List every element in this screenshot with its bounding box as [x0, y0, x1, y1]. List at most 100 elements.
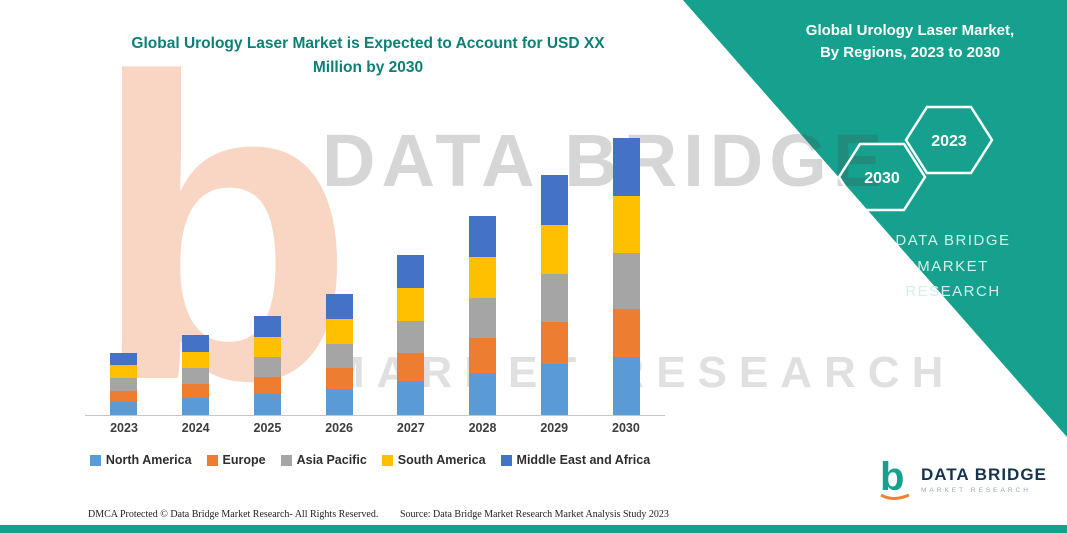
bar-segment [397, 288, 425, 321]
bar-segment [397, 381, 425, 415]
bar-segment [541, 364, 569, 415]
bar-segment [253, 394, 281, 415]
bar-segment [325, 294, 353, 319]
bar-segment [181, 398, 209, 415]
bar-segment [110, 365, 137, 378]
legend-swatch [280, 454, 292, 466]
x-axis-label: 2028 [468, 421, 497, 435]
bar-segment [325, 344, 353, 368]
bar-segment [253, 377, 281, 394]
x-axis-label: 2030 [612, 421, 640, 435]
hexagon-year-left: 2030 [864, 170, 900, 187]
bar-segment [612, 309, 640, 357]
chart-legend: North America Europe Asia Pacific South Ame… [60, 453, 680, 467]
bar-segment [110, 391, 137, 402]
hexagon-year-right: 2023 [931, 133, 967, 150]
legend-swatch [381, 454, 393, 466]
bar-segment [110, 353, 137, 365]
bar-segment [612, 196, 640, 253]
brand-line2: RESEARCH [905, 283, 1001, 300]
hexagon-badge-2030: 2030 [836, 141, 928, 213]
legend-item: Europe [206, 453, 266, 467]
x-axis-label: 2027 [396, 421, 425, 435]
legend-item: South America [381, 453, 486, 467]
stacked-bar-2030 [612, 138, 640, 415]
stacked-bar-2026 [325, 294, 353, 415]
bars-row [85, 95, 665, 416]
bottom-accent-bar [0, 525, 1067, 533]
bar-segment [110, 402, 137, 415]
hexagon-outline-icon: 2030 [837, 142, 927, 212]
bar-segment [469, 298, 497, 338]
x-axis-label: 2024 [181, 421, 210, 435]
stacked-bar-2025 [253, 316, 281, 415]
bar-segment [397, 321, 425, 353]
bar-segment [612, 253, 640, 309]
bar-segment [469, 338, 497, 373]
bar-segment [253, 357, 281, 377]
legend-item: Middle East and Africa [500, 453, 651, 467]
stacked-bar-2023 [110, 353, 137, 415]
legend-label: Asia Pacific [296, 453, 367, 467]
bar-segment [612, 357, 640, 415]
source-text: Source: Data Bridge Market Research Mark… [400, 509, 669, 520]
bar-segment [181, 335, 209, 352]
bar-segment [181, 384, 209, 398]
bar-segment [110, 378, 137, 391]
stacked-bar-2029 [541, 175, 569, 415]
brand-line1: DATA BRIDGE MARKET [895, 232, 1011, 275]
hexagon-badge-2023: 2023 [903, 104, 995, 176]
bar-segment [253, 316, 281, 337]
x-axis-labels: 2023 2024 2025 2026 2027 2028 2029 2030 [85, 421, 665, 435]
bar-segment [541, 225, 569, 274]
bar-segment [469, 257, 497, 298]
legend-swatch [89, 454, 101, 466]
bar-segment [469, 373, 497, 415]
dbmr-logo-icon: b [880, 456, 910, 500]
watermark-data-bridge: DATA BRIDGE [322, 119, 889, 202]
dbmr-logo-text: DATA BRIDGE MARKET RESEARCH [921, 465, 1047, 494]
legend-label: Europe [222, 453, 266, 467]
brand-wordmark: DATA BRIDGE MARKET RESEARCH [858, 228, 1048, 305]
stacked-bar-2028 [469, 216, 497, 415]
stacked-bar-2024 [181, 335, 209, 415]
bar-segment [541, 274, 569, 322]
x-axis-label: 2023 [110, 421, 138, 435]
side-title-line2: By Regions, 2023 to 2030 [819, 43, 1001, 61]
dbmr-logo-tagline: MARKET RESEARCH [921, 486, 1031, 494]
bar-segment [325, 368, 353, 389]
dbmr-logo: b DATA BRIDGE MARKET RESEARCH [874, 456, 1047, 502]
legend-label: Middle East and Africa [516, 453, 651, 467]
hexagon-outline-icon: 2023 [904, 105, 994, 175]
stacked-bar-2027 [397, 255, 425, 415]
dmca-text: DMCA Protected © Data Bridge Market Rese… [88, 509, 379, 520]
legend-swatch [206, 454, 218, 466]
bar-segment [541, 322, 569, 364]
main-title: Global Urology Laser Market is Expected … [108, 32, 628, 80]
x-axis-label: 2025 [253, 421, 282, 435]
bar-segment [325, 389, 353, 415]
legend-label: North America [105, 453, 192, 467]
main-title-line2: Million by 2030 [312, 59, 424, 77]
dbmr-logo-name: DATA BRIDGE [921, 464, 1047, 484]
side-title-line1: Global Urology Laser Market, [805, 22, 1015, 39]
legend-item: Asia Pacific [280, 453, 367, 467]
x-axis-label: 2026 [325, 421, 354, 435]
x-axis-label: 2029 [540, 421, 569, 435]
svg-text:b: b [880, 456, 904, 499]
legend-label: South America [397, 453, 486, 467]
bar-segment [612, 138, 640, 196]
side-title: Global Urology Laser Market, By Regions,… [785, 20, 1035, 64]
bar-segment [181, 368, 209, 384]
bar-segment [325, 319, 353, 344]
bar-segment [253, 337, 281, 357]
bar-segment [397, 353, 425, 381]
bar-segment [181, 352, 209, 368]
bar-segment [397, 255, 425, 288]
legend-item: North America [89, 453, 192, 467]
main-title-line1: Global Urology Laser Market is Expected … [131, 35, 605, 52]
bar-segment [469, 216, 497, 257]
bar-segment [541, 175, 569, 225]
legend-swatch [500, 454, 512, 466]
